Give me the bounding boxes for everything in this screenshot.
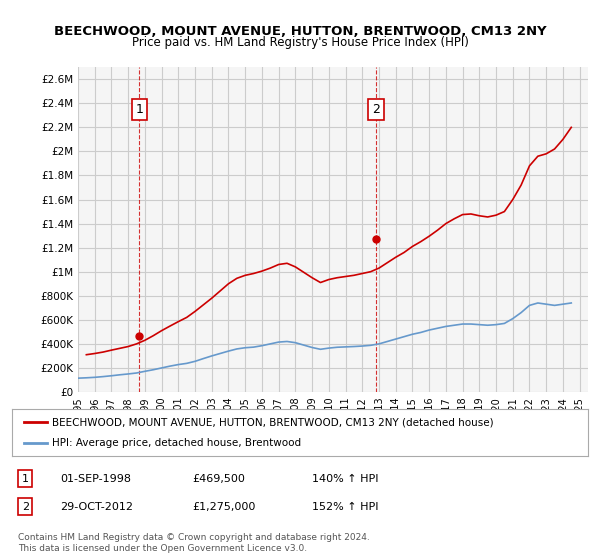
Text: BEECHWOOD, MOUNT AVENUE, HUTTON, BRENTWOOD, CM13 2NY: BEECHWOOD, MOUNT AVENUE, HUTTON, BRENTWO… (53, 25, 547, 38)
Text: 1: 1 (136, 103, 143, 116)
Text: 2: 2 (22, 502, 29, 512)
Text: 2: 2 (372, 103, 380, 116)
Text: BEECHWOOD, MOUNT AVENUE, HUTTON, BRENTWOOD, CM13 2NY (detached house): BEECHWOOD, MOUNT AVENUE, HUTTON, BRENTWO… (52, 417, 494, 427)
Text: 1: 1 (22, 474, 29, 484)
Text: 152% ↑ HPI: 152% ↑ HPI (312, 502, 379, 512)
Text: 140% ↑ HPI: 140% ↑ HPI (312, 474, 379, 484)
Text: HPI: Average price, detached house, Brentwood: HPI: Average price, detached house, Bren… (52, 438, 301, 448)
Text: Contains HM Land Registry data © Crown copyright and database right 2024.
This d: Contains HM Land Registry data © Crown c… (18, 533, 370, 553)
Text: £1,275,000: £1,275,000 (192, 502, 256, 512)
Text: 01-SEP-1998: 01-SEP-1998 (60, 474, 131, 484)
Text: 29-OCT-2012: 29-OCT-2012 (60, 502, 133, 512)
Text: Price paid vs. HM Land Registry's House Price Index (HPI): Price paid vs. HM Land Registry's House … (131, 36, 469, 49)
Text: £469,500: £469,500 (192, 474, 245, 484)
